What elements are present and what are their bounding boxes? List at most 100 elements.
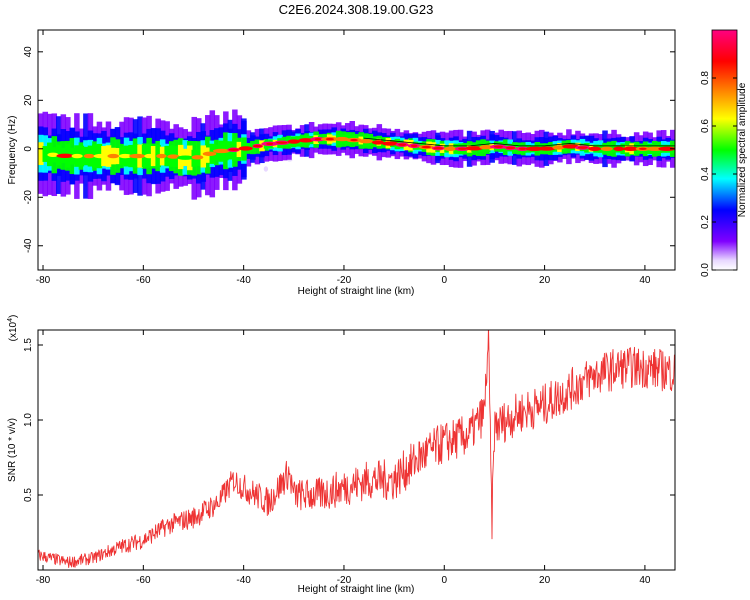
spectrogram-ridge-peak xyxy=(565,145,576,148)
spectrogram-ridge-peak xyxy=(638,147,647,150)
spectrogram-ridge-peak xyxy=(398,143,407,146)
spectrogram-ridge-peak xyxy=(252,144,263,148)
spectrogram-ridge-peak xyxy=(350,138,358,142)
colorbar-label: Normalized spectral amplitude xyxy=(737,82,748,217)
snr-frame xyxy=(37,329,676,571)
snr-background xyxy=(38,330,675,570)
spectrogram-ridge-cell xyxy=(107,153,120,159)
spectrogram-ridge-cell xyxy=(444,146,457,151)
spectrogram-ridge-peak xyxy=(410,144,418,148)
spectrogram-ridge-peak xyxy=(240,147,251,150)
snr-panel: -80 -60 -40 -20 0 20 40 0.5 1.0 1.5 Height of st… xyxy=(7,315,676,595)
spectrogram-ridge-peak xyxy=(577,146,588,149)
spectrogram-ridge-cell xyxy=(47,152,59,158)
spectrogram-ridge-peak xyxy=(228,148,239,151)
spectrogram-image xyxy=(38,109,675,200)
top-x-axis-label: Height of straight line (km) xyxy=(298,286,415,297)
colorbar-tick-label: 0.8 xyxy=(700,71,711,85)
colorbar: 0.0 0.2 0.4 0.6 0.8 Normalized spectral ampl… xyxy=(700,29,748,277)
top-y-axis: -40 -20 0 20 40 xyxy=(23,46,675,253)
x-tick-label: -80 xyxy=(36,575,51,586)
spectrogram-band xyxy=(164,145,170,167)
colorbar-ticks: 0.0 0.2 0.4 0.6 0.8 xyxy=(700,71,737,277)
y-multiplier-exponent: 4 xyxy=(7,318,14,322)
spectrogram-ridge-peak xyxy=(433,147,444,150)
spectrogram-ridge-cell xyxy=(118,153,132,159)
spectrogram-ridge-peak xyxy=(613,147,625,150)
y-tick-label: 0 xyxy=(23,146,34,152)
y-tick-label: 1.0 xyxy=(23,413,34,427)
spectrogram-ridge-cell xyxy=(191,155,204,160)
spectrogram-panel: -80 -60 -40 -20 0 20 40 -40 -20 0 20 40 Height of … xyxy=(7,29,676,297)
spectrogram-ridge-peak xyxy=(530,147,539,150)
spectrogram-ridge-peak xyxy=(505,146,516,150)
spectrogram-ridge-cell xyxy=(479,144,494,150)
spectrogram-ridge-cell xyxy=(83,153,95,159)
spectrogram-ridge-cell xyxy=(177,155,194,160)
x-tick-label: -20 xyxy=(337,275,352,286)
x-tick-label: 40 xyxy=(639,575,651,586)
bottom-x-axis: -80 -60 -40 -20 0 20 40 xyxy=(36,330,651,586)
y-tick-label: -40 xyxy=(23,238,34,253)
spectrogram-ridge-peak xyxy=(458,147,467,150)
x-tick-label: -60 xyxy=(136,575,151,586)
spectrogram-band xyxy=(250,143,256,152)
colorbar-tick-label: 0.0 xyxy=(700,263,711,277)
bottom-x-axis-label: Height of straight line (km) xyxy=(298,584,415,595)
bottom-y-axis: 0.5 1.0 1.5 xyxy=(23,338,675,502)
spectrogram-ridge-peak xyxy=(518,147,527,150)
x-tick-label: 20 xyxy=(539,575,551,586)
spectrogram-band xyxy=(38,142,44,166)
x-tick-label: -60 xyxy=(136,275,151,286)
spectrogram-ridge-cell xyxy=(646,146,664,151)
x-tick-label: -80 xyxy=(36,275,51,286)
spectrogram-ridge-cell xyxy=(202,151,217,157)
bottom-y-axis-label: SNR (10 * v/v) xyxy=(7,418,18,482)
spectrogram-ridge-peak xyxy=(384,142,396,145)
spectrogram-ridge-peak xyxy=(287,140,300,143)
x-tick-label: -40 xyxy=(236,575,251,586)
spectrogram-ridge-peak xyxy=(314,137,322,141)
spectrogram-frame xyxy=(37,29,676,271)
spectrogram-ridge-peak xyxy=(589,147,600,150)
chart-title: C2E6.2024.308.19.00.G23 xyxy=(279,2,434,17)
x-tick-label: -20 xyxy=(337,575,352,586)
spectrogram-ridge-peak xyxy=(541,147,552,150)
spectrogram-ridge-peak xyxy=(299,139,312,142)
spectrogram-ridge-cell xyxy=(358,139,374,144)
y-tick-label: 1.5 xyxy=(23,338,34,352)
y-tick-label: 40 xyxy=(23,46,34,58)
y-tick-label: 20 xyxy=(23,94,34,106)
spectrogram-ridge-peak xyxy=(276,141,288,144)
spectrogram-ridge-peak xyxy=(266,142,274,146)
x-tick-label: 0 xyxy=(441,275,447,286)
snr-series-line xyxy=(38,330,675,569)
x-tick-label: 40 xyxy=(639,275,651,286)
y-multiplier-label: (x104) xyxy=(7,315,19,342)
spectrogram-ridge-cell xyxy=(144,153,155,159)
x-tick-label: -40 xyxy=(236,275,251,286)
x-tick-label: 0 xyxy=(441,575,447,586)
colorbar-tick-label: 0.2 xyxy=(700,215,711,229)
spectrogram-ridge-cell xyxy=(71,153,83,159)
spectrogram-ridge-peak xyxy=(662,147,672,150)
spectrogram-ridge-cell xyxy=(212,148,231,154)
colorbar-tick-label: 0.6 xyxy=(700,119,711,133)
y-tick-label: -20 xyxy=(23,190,34,205)
y-tick-label: 0.5 xyxy=(23,488,34,502)
top-y-axis-label: Frequency (Hz) xyxy=(7,116,18,185)
spectrogram-band xyxy=(42,146,49,162)
spectrogram-band xyxy=(200,145,207,168)
spectrogram-ridge-peak xyxy=(493,145,503,148)
spectrogram-ridge-peak xyxy=(325,137,335,141)
colorbar-tick-label: 0.4 xyxy=(700,167,711,181)
spectrogram-ridge-peak xyxy=(625,147,637,150)
spectrogram-speckle xyxy=(263,166,269,172)
spectrogram-ridge-cell xyxy=(156,153,167,159)
spectrogram-ridge-peak xyxy=(421,145,432,149)
spectrogram-ridge-cell xyxy=(129,153,146,159)
colorbar-gradient xyxy=(711,29,738,271)
spectrogram-ridge-peak xyxy=(374,141,382,144)
spectrogram-ridge-cell xyxy=(167,154,180,159)
